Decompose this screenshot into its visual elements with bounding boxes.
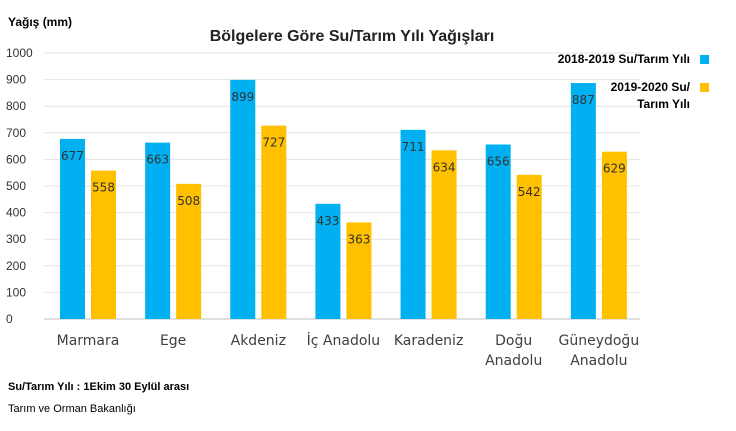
y-axis-ticks: 0 100 200 300 400 500 600 700 800 900 1000 [6, 46, 33, 326]
y-tick-label: 200 [6, 259, 26, 273]
legend-label: 2018-2019 Su/Tarım Yılı [558, 52, 690, 66]
bar [315, 203, 341, 319]
y-tick-label: 1000 [6, 46, 33, 60]
bar [601, 151, 627, 319]
bar-value-label: 363 [347, 232, 370, 246]
x-tick-label: Doğu [495, 333, 532, 349]
y-axis-label: Yağış (mm) [8, 15, 72, 29]
x-tick-label: Ege [160, 333, 186, 349]
y-tick-label: 600 [6, 152, 26, 166]
legend-swatch [700, 55, 709, 64]
gridlines [44, 52, 640, 320]
bar-value-label: 634 [433, 160, 456, 174]
y-tick-label: 700 [6, 126, 26, 140]
y-tick-label: 300 [6, 232, 26, 246]
bar [91, 170, 116, 319]
x-tick-label: Akdeniz [231, 333, 286, 349]
bar [145, 142, 171, 319]
bar-value-label: 629 [603, 162, 626, 176]
y-tick-label: 400 [6, 206, 26, 220]
footnote: Su/Tarım Yılı : 1Ekim 30 Eylül arası [8, 381, 189, 393]
bar [230, 79, 256, 319]
bar-value-label: 433 [316, 214, 339, 228]
bar [570, 83, 596, 319]
x-tick-label: İç Anadolu [307, 331, 381, 349]
x-tick-label: Marmara [57, 333, 120, 349]
bar [346, 222, 372, 319]
y-tick-label: 900 [6, 73, 26, 87]
bar [431, 150, 457, 319]
x-tick-label: Anadolu [485, 353, 542, 369]
bar-value-label: 663 [146, 153, 169, 167]
bar-value-label: 887 [572, 93, 595, 107]
x-axis-ticks: Marmara Ege Akdeniz İç Anadolu Karadeniz Doğu… [57, 331, 640, 369]
legend-swatch [700, 83, 709, 92]
y-tick-label: 100 [6, 285, 26, 299]
bar-value-label: 899 [231, 90, 254, 104]
bar-value-label: 711 [402, 140, 425, 154]
x-tick-label: Anadolu [570, 353, 627, 369]
bar [516, 174, 542, 319]
bars: 677 558 663 508 899 727 433 363 711 634 656 542 887 6… [60, 79, 627, 319]
bar-value-label: 656 [487, 155, 510, 169]
bar [60, 138, 85, 319]
y-tick-label: 500 [6, 179, 26, 193]
bar [400, 129, 426, 319]
bar-value-label: 677 [61, 149, 84, 163]
bar [485, 144, 511, 319]
bar [261, 125, 287, 319]
bar [176, 183, 202, 319]
x-tick-label: Karadeniz [394, 333, 463, 349]
legend-label: Tarım Yılı [637, 97, 690, 111]
bar-value-label: 542 [518, 185, 541, 199]
bar-value-label: 727 [262, 136, 285, 150]
legend: 2018-2019 Su/Tarım Yılı 2019-2020 Su/Tarı… [558, 52, 709, 111]
bar-value-label: 558 [92, 181, 115, 195]
x-tick-label: Güneydoğu [558, 333, 639, 349]
chart-title: Bölgelere Göre Su/Tarım Yılı Yağışları [210, 28, 495, 45]
bar-value-label: 508 [177, 194, 200, 208]
source: Tarım ve Orman Bakanlığı [8, 403, 136, 415]
legend-label: 2019-2020 Su/ [611, 80, 691, 94]
y-tick-label: 0 [6, 312, 13, 326]
y-tick-label: 800 [6, 99, 26, 113]
